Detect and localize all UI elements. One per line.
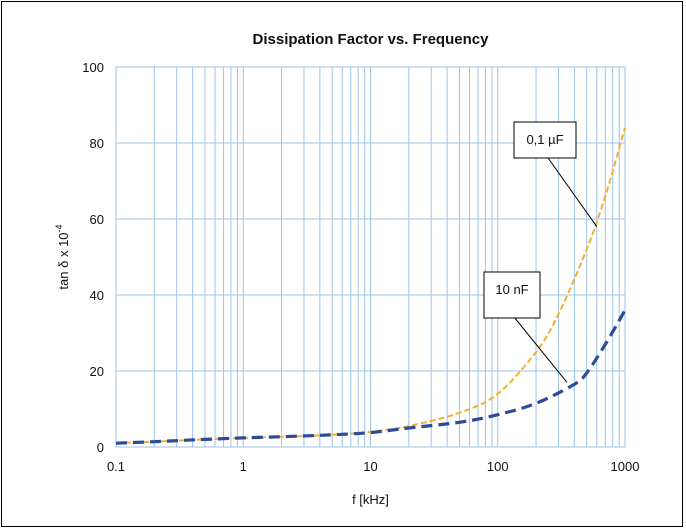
y-tick-label: 0 [97, 440, 104, 455]
callout-label: 0,1 µF [526, 132, 563, 147]
y-tick-label: 80 [90, 136, 104, 151]
x-tick-label: 0.1 [107, 459, 125, 474]
annotation-layer: 0,1 µF 10 nF [483, 121, 598, 383]
y-axis-title-exponent: -4 [54, 224, 64, 232]
x-tick-label: 1000 [611, 459, 640, 474]
y-tick-label: 40 [90, 288, 104, 303]
y-axis-title-main: tan δ x 10 [56, 232, 71, 289]
y-tick-labels: 0 20 40 60 80 100 [82, 60, 104, 455]
y-axis-title: tan δ x 10-4 [54, 224, 71, 289]
series-layer [115, 127, 627, 445]
y-tick-label: 60 [90, 212, 104, 227]
x-tick-label: 100 [487, 459, 509, 474]
y-tick-label: 20 [90, 364, 104, 379]
callout-label: 10 nF [495, 282, 528, 297]
series-line-10nf [115, 309, 627, 445]
plot-border [115, 66, 626, 448]
callout-box [483, 271, 541, 319]
chart-title: Dissipation Factor vs. Frequency [253, 31, 490, 48]
x-tick-labels: 0.1 1 10 100 1000 [107, 459, 640, 474]
y-tick-label: 100 [82, 60, 104, 75]
callout-leader [547, 157, 598, 227]
x-tick-label: 10 [363, 459, 377, 474]
x-tick-label: 1 [240, 459, 247, 474]
callout-box [513, 121, 577, 159]
callout-leader [514, 317, 568, 383]
x-axis-title: f [kHz] [352, 492, 389, 507]
